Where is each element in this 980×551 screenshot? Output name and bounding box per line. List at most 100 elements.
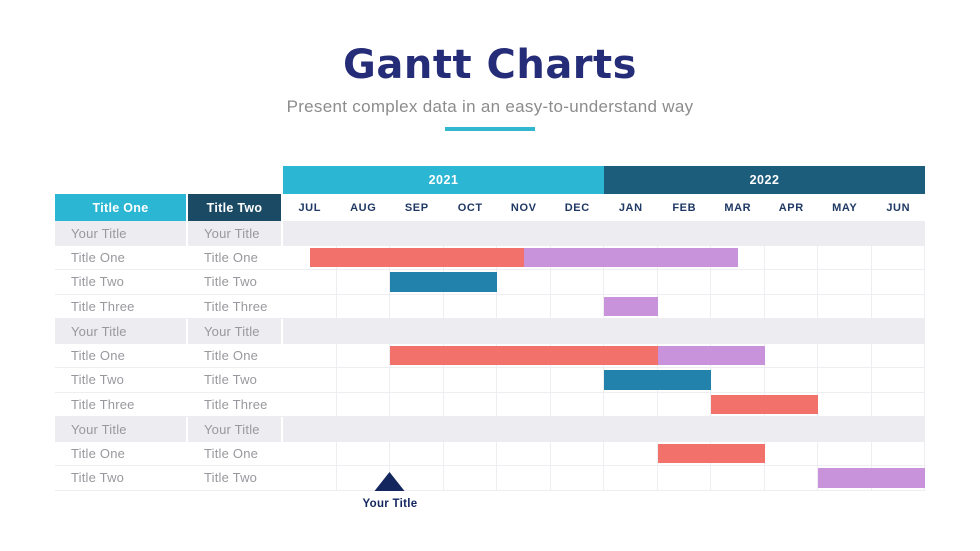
grid-cell: [658, 270, 711, 294]
task-row: Title Two Title Two: [55, 270, 925, 295]
grid-cell: [872, 417, 926, 442]
month-label: AUG: [350, 201, 377, 214]
year-band-2022: 2022: [604, 166, 925, 194]
task-row: Title Two Title Two: [55, 466, 925, 491]
row-label-col1: Your Title: [55, 319, 188, 344]
grid-cell: [551, 221, 605, 246]
grid-cell: [818, 319, 872, 344]
month-label: JUL: [298, 201, 322, 214]
grid-cell: [551, 294, 604, 318]
grid-cell: [872, 392, 925, 416]
year-band-2021: 2021: [283, 166, 604, 194]
grid-cell: [711, 245, 765, 269]
gantt-table: 2021 2022 Title One Title Two JUL AUG SEP O…: [55, 166, 925, 510]
grid-cell: [711, 221, 765, 246]
grid-cell: [337, 270, 390, 294]
grid-cell: [818, 343, 872, 367]
row-timeline: [283, 466, 925, 490]
task-row: Title One Title One: [55, 441, 925, 466]
row-label-col2: Title Two: [188, 466, 283, 490]
month-label: OCT: [457, 201, 483, 214]
gantt-bar-purple: [523, 247, 738, 267]
month-label: DEC: [564, 201, 590, 214]
grid-cell: [444, 392, 497, 416]
task-row: Title Two Title Two: [55, 368, 925, 393]
gantt-bar-blue: [390, 272, 497, 292]
gantt-bar-purple: [818, 468, 925, 488]
grid-cell: [604, 270, 658, 294]
grid-cell: [604, 319, 658, 344]
grid-cell: [658, 319, 712, 344]
grid-cell: [551, 270, 604, 294]
gantt-bar-blue: [604, 370, 711, 390]
grid-cell: [604, 466, 658, 490]
grid-cell: [283, 417, 337, 442]
row-label-col2: Title Three: [188, 392, 283, 416]
year-header-row: 2021 2022: [55, 166, 925, 194]
row-label-col1: Title Three: [55, 294, 188, 318]
grid-cell: [283, 466, 337, 490]
grid-cell: [551, 441, 604, 465]
grid-cell: [283, 270, 337, 294]
row-timeline: [283, 294, 925, 318]
grid-cell: [658, 221, 712, 246]
row-label-col1: Title Two: [55, 270, 188, 294]
page-title: Gantt Charts: [343, 42, 637, 88]
row-label-col1: Title Three: [55, 392, 188, 416]
grid-cell: [283, 368, 337, 392]
row-timeline: [283, 368, 925, 392]
grid-cell: [872, 245, 925, 269]
grid-cell: [551, 466, 604, 490]
title-underline-accent: [445, 127, 535, 131]
row-timeline: [283, 417, 925, 442]
group-row: Your Title Your Title: [55, 221, 925, 246]
grid-cell: [711, 466, 765, 490]
grid-cell: [390, 294, 444, 318]
gantt-bar-salmon: [390, 345, 658, 365]
grid-cell: [765, 294, 818, 318]
task-row: Title One Title One: [55, 343, 925, 368]
grid-cell: [337, 294, 390, 318]
grid-cell: [658, 417, 712, 442]
grid-cell: [765, 245, 818, 269]
grid-cell: [551, 319, 605, 344]
grid-cell: [283, 294, 337, 318]
row-label-col2: Title Three: [188, 294, 283, 318]
column-header-title-two: Title Two: [188, 194, 283, 221]
grid-cell: [497, 270, 551, 294]
task-row: Title Three Title Three: [55, 392, 925, 417]
grid-cell: [283, 319, 337, 344]
row-timeline: [283, 319, 925, 344]
grid-cell: [390, 392, 444, 416]
month-label: JAN: [618, 201, 643, 214]
grid-cell: [444, 368, 497, 392]
grid-cell: [497, 368, 551, 392]
row-label-col1: Title One: [55, 441, 188, 465]
gantt-rows: Your Title Your Title Title One Title One Ti…: [55, 221, 925, 491]
gantt-bar-salmon: [309, 247, 524, 267]
grid-cell: [444, 466, 497, 490]
row-timeline: [283, 392, 925, 416]
row-label-col1: Your Title: [55, 417, 188, 442]
grid-cell: [337, 319, 391, 344]
month-label: APR: [778, 201, 804, 214]
grid-cell: [337, 368, 390, 392]
grid-cell: [390, 221, 444, 246]
month-label: SEP: [404, 201, 429, 214]
grid-cell: [765, 441, 818, 465]
gantt-bar-purple: [604, 296, 658, 316]
grid-cell: [818, 441, 872, 465]
grid-cell: [765, 343, 818, 367]
grid-cell: [497, 392, 551, 416]
grid-cell: [765, 221, 819, 246]
milestone-triangle-icon: [374, 472, 405, 491]
grid-cell: [604, 417, 658, 442]
grid-cell: [818, 392, 872, 416]
grid-cell: [390, 466, 444, 490]
grid-cell: [444, 417, 498, 442]
row-label-col1: Title Two: [55, 466, 188, 490]
grid-cell: [765, 270, 818, 294]
grid-cell: [283, 441, 337, 465]
row-label-col1: Title Two: [55, 368, 188, 392]
month-label: MAY: [832, 201, 858, 214]
